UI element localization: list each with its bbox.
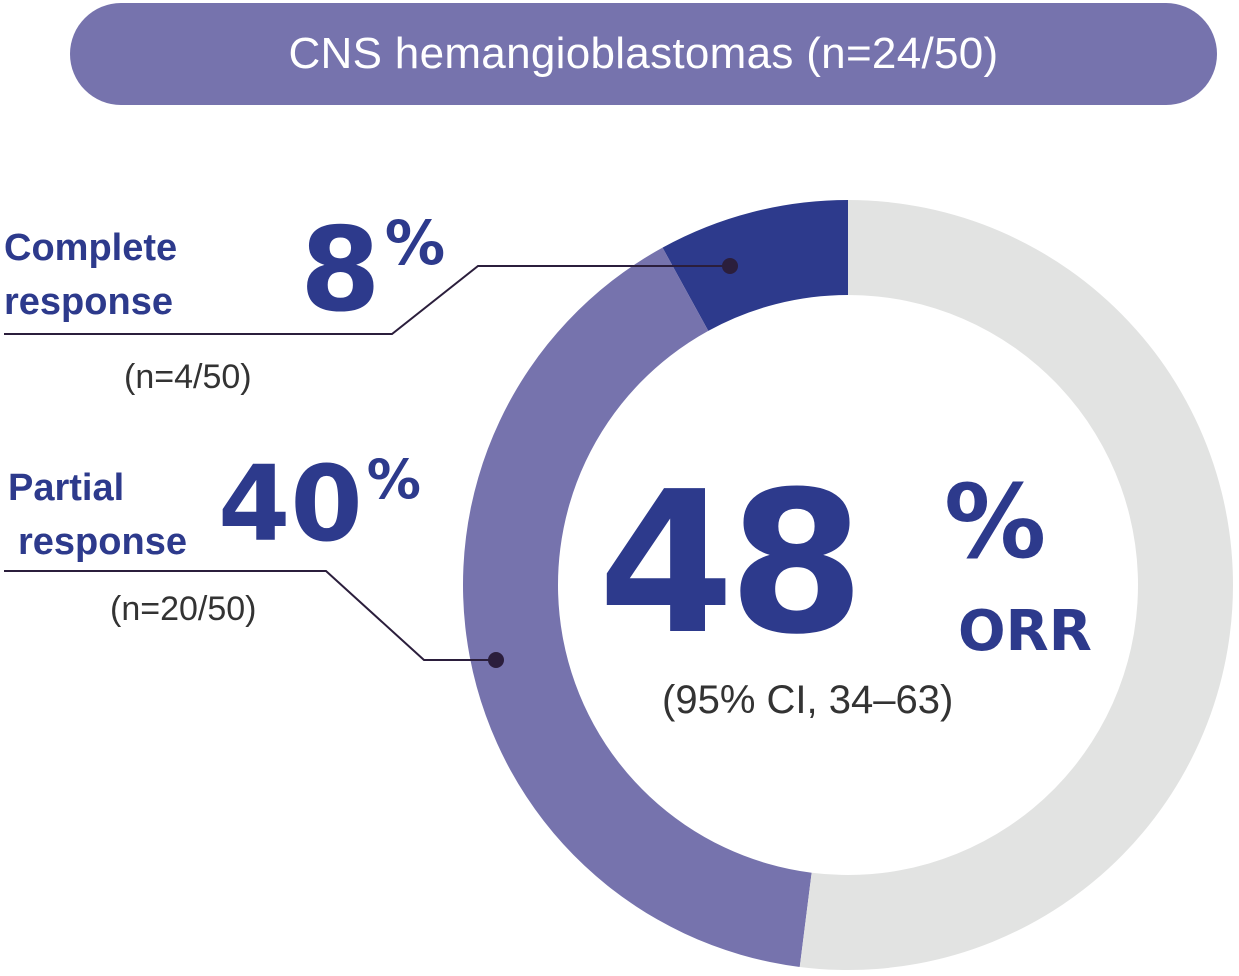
confidence-interval: (95% CI, 34–63) <box>662 678 954 722</box>
partial-response-label-line2: response <box>18 521 187 563</box>
partial-response-count: (n=20/50) <box>110 590 257 628</box>
donut-slice-remaining <box>799 200 1233 970</box>
orr-percent-sign: % <box>944 463 1047 582</box>
donut-slice-complete-response <box>662 200 848 331</box>
orr-value: 48 <box>598 450 865 678</box>
complete-response-percent-value: 8 <box>300 203 381 338</box>
complete-response-label-line2: response <box>4 281 173 323</box>
donut-slice-partial-response <box>462 247 812 967</box>
partial-response-leader-dot <box>488 652 504 668</box>
complete-response-percent: 8% <box>300 213 445 329</box>
complete-response-leader-dot <box>722 258 738 274</box>
complete-response-percent-sign: % <box>384 209 446 280</box>
complete-response-label-line1: Complete <box>4 227 178 269</box>
partial-response-percent-value: 40 <box>218 443 363 565</box>
partial-response-percent-sign: % <box>366 448 421 512</box>
complete-response-leader-line <box>4 265 730 335</box>
partial-response-percent: 40% <box>218 452 421 556</box>
partial-response-leader-line <box>4 570 496 661</box>
partial-response-label: Partial response <box>8 461 187 569</box>
title-banner: CNS hemangioblastomas (n=24/50) <box>70 3 1217 105</box>
partial-response-label-line1: Partial <box>8 467 125 509</box>
complete-response-count: (n=4/50) <box>124 358 252 396</box>
complete-response-label: Complete response <box>4 221 177 329</box>
orr-label: ORR <box>958 599 1092 664</box>
chart-title: CNS hemangioblastomas (n=24/50) <box>288 29 999 78</box>
